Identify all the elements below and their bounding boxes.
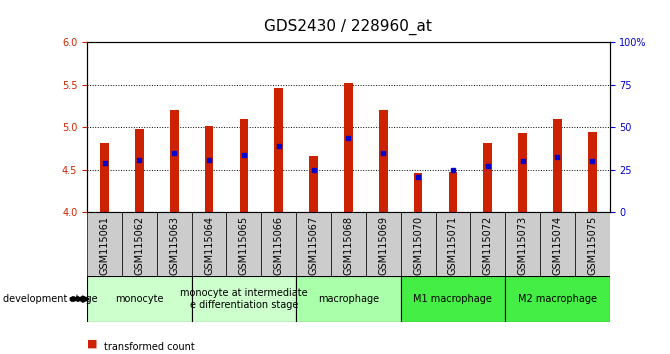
FancyBboxPatch shape bbox=[261, 212, 296, 276]
FancyBboxPatch shape bbox=[436, 212, 470, 276]
FancyBboxPatch shape bbox=[366, 212, 401, 276]
Text: GSM115071: GSM115071 bbox=[448, 216, 458, 275]
FancyBboxPatch shape bbox=[122, 212, 157, 276]
Bar bbox=[344, 83, 353, 212]
FancyBboxPatch shape bbox=[87, 212, 122, 276]
Text: monocyte at intermediate
e differentiation stage: monocyte at intermediate e differentiati… bbox=[180, 288, 308, 310]
Text: GSM115065: GSM115065 bbox=[239, 216, 249, 275]
FancyBboxPatch shape bbox=[226, 212, 261, 276]
FancyBboxPatch shape bbox=[296, 212, 331, 276]
Bar bbox=[100, 143, 109, 212]
Text: M2 macrophage: M2 macrophage bbox=[518, 294, 597, 304]
FancyBboxPatch shape bbox=[331, 212, 366, 276]
Text: GSM115068: GSM115068 bbox=[344, 216, 353, 275]
FancyBboxPatch shape bbox=[192, 212, 226, 276]
Bar bbox=[519, 132, 527, 212]
FancyBboxPatch shape bbox=[505, 212, 540, 276]
Bar bbox=[275, 87, 283, 212]
Text: GSM115061: GSM115061 bbox=[100, 216, 109, 275]
FancyBboxPatch shape bbox=[87, 276, 192, 322]
FancyBboxPatch shape bbox=[470, 212, 505, 276]
Text: transformed count: transformed count bbox=[104, 342, 194, 352]
Text: GSM115066: GSM115066 bbox=[274, 216, 283, 275]
FancyBboxPatch shape bbox=[540, 212, 575, 276]
Text: GSM115064: GSM115064 bbox=[204, 216, 214, 275]
Text: M1 macrophage: M1 macrophage bbox=[413, 294, 492, 304]
Bar bbox=[310, 156, 318, 212]
Text: GSM115063: GSM115063 bbox=[170, 216, 179, 275]
Bar bbox=[205, 126, 213, 212]
FancyBboxPatch shape bbox=[192, 276, 296, 322]
FancyBboxPatch shape bbox=[401, 212, 436, 276]
FancyBboxPatch shape bbox=[401, 276, 505, 322]
Bar bbox=[240, 119, 249, 212]
Bar bbox=[553, 119, 562, 212]
Text: GSM115069: GSM115069 bbox=[379, 216, 388, 275]
Text: GSM115075: GSM115075 bbox=[588, 216, 597, 275]
FancyBboxPatch shape bbox=[296, 276, 401, 322]
FancyBboxPatch shape bbox=[157, 212, 192, 276]
Bar bbox=[135, 129, 144, 212]
Text: GSM115062: GSM115062 bbox=[135, 216, 144, 275]
Bar bbox=[379, 110, 387, 212]
Text: GSM115070: GSM115070 bbox=[413, 216, 423, 275]
Text: macrophage: macrophage bbox=[318, 294, 379, 304]
Text: monocyte: monocyte bbox=[115, 294, 163, 304]
Bar bbox=[588, 132, 597, 212]
Bar bbox=[484, 143, 492, 212]
Text: ■: ■ bbox=[87, 339, 98, 349]
Text: GDS2430 / 228960_at: GDS2430 / 228960_at bbox=[265, 19, 432, 35]
Bar bbox=[414, 173, 423, 212]
Text: GSM115067: GSM115067 bbox=[309, 216, 318, 275]
Text: GSM115073: GSM115073 bbox=[518, 216, 527, 275]
FancyBboxPatch shape bbox=[575, 212, 610, 276]
FancyBboxPatch shape bbox=[505, 276, 610, 322]
Bar bbox=[449, 172, 458, 212]
Text: development stage: development stage bbox=[3, 294, 98, 304]
Text: GSM115072: GSM115072 bbox=[483, 216, 492, 275]
Text: GSM115074: GSM115074 bbox=[553, 216, 562, 275]
Bar bbox=[170, 110, 179, 212]
